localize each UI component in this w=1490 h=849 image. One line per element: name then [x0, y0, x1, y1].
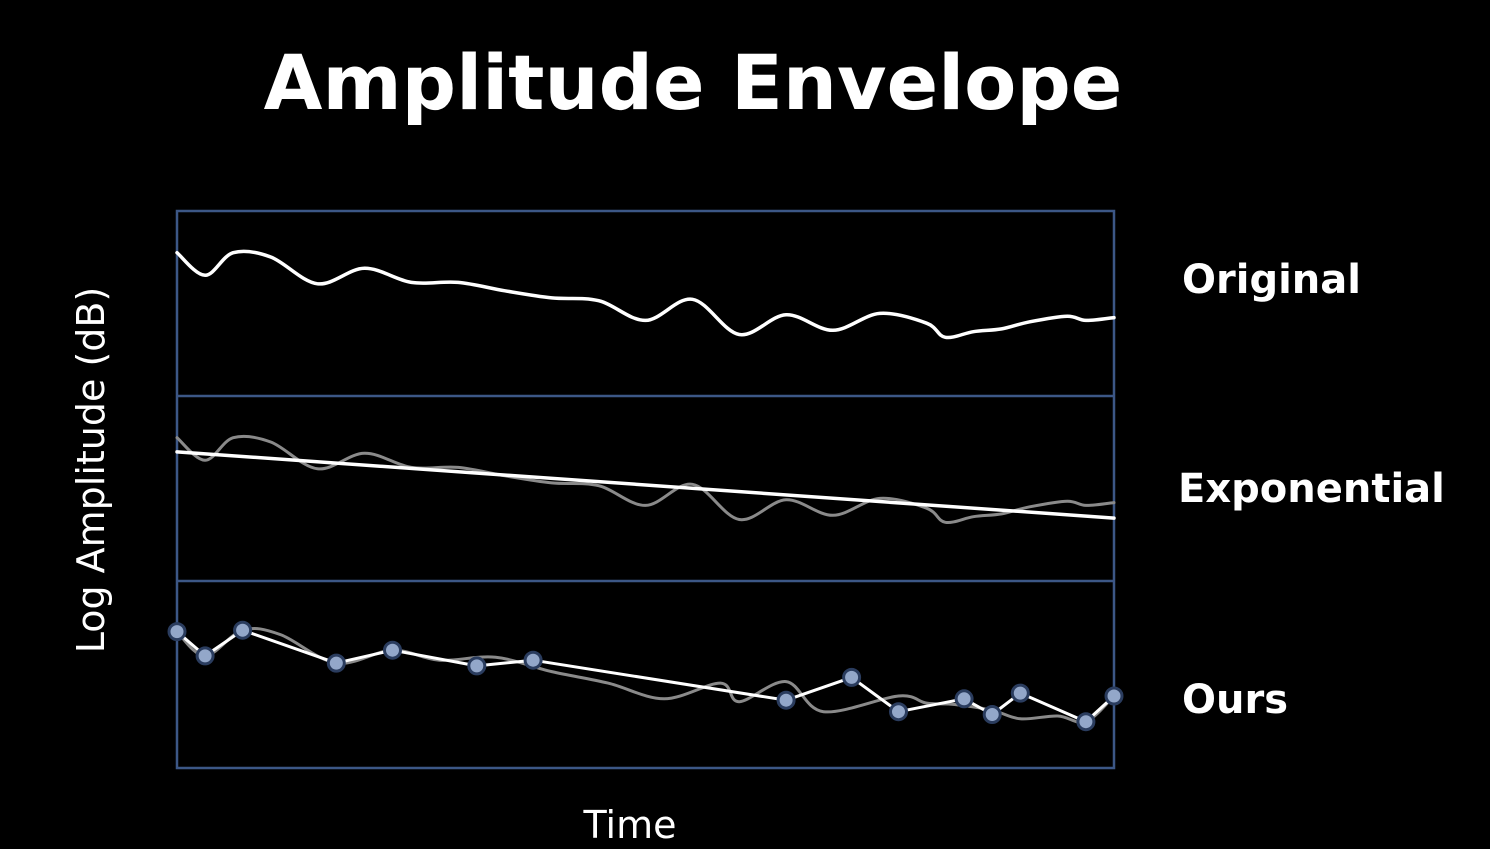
- series-line-exponential-0: [175, 434, 1116, 525]
- series-line-exponential-1: [175, 450, 1116, 520]
- panel-label-ours: Ours: [1182, 677, 1288, 723]
- panel-label-exponential: Exponential: [1178, 466, 1445, 512]
- chart-markers: [167, 620, 1124, 732]
- panel-frames: [175, 209, 1116, 770]
- chart-frame: [175, 209, 1116, 770]
- panel-label-original: Original: [1182, 257, 1361, 303]
- data-point-ours-2: [233, 620, 253, 640]
- data-point-ours-3: [326, 653, 346, 673]
- chart-curves: [175, 249, 1116, 724]
- data-point-ours-4: [383, 640, 402, 660]
- x-axis-label: Time: [583, 803, 677, 847]
- data-point-ours-11: [982, 705, 1002, 724]
- series-line-ours-0: [175, 627, 1116, 724]
- chart-labels: Original Exponential Ours Time Log Ampli…: [69, 257, 1445, 847]
- data-point-ours-9: [889, 702, 908, 722]
- data-point-ours-13: [1076, 712, 1096, 732]
- data-point-ours-7: [776, 690, 796, 710]
- data-point-ours-12: [1010, 683, 1030, 703]
- chart-title: Amplitude Envelope: [263, 38, 1123, 127]
- series-line-original-0: [175, 249, 1116, 340]
- y-axis-label: Log Amplitude (dB): [69, 287, 113, 654]
- data-point-ours-0: [167, 622, 187, 642]
- data-point-ours-5: [467, 656, 487, 676]
- data-point-ours-6: [523, 650, 543, 670]
- data-point-ours-8: [842, 667, 862, 687]
- data-point-ours-14: [1104, 686, 1124, 706]
- data-point-ours-10: [954, 689, 974, 709]
- data-point-ours-1: [195, 646, 215, 666]
